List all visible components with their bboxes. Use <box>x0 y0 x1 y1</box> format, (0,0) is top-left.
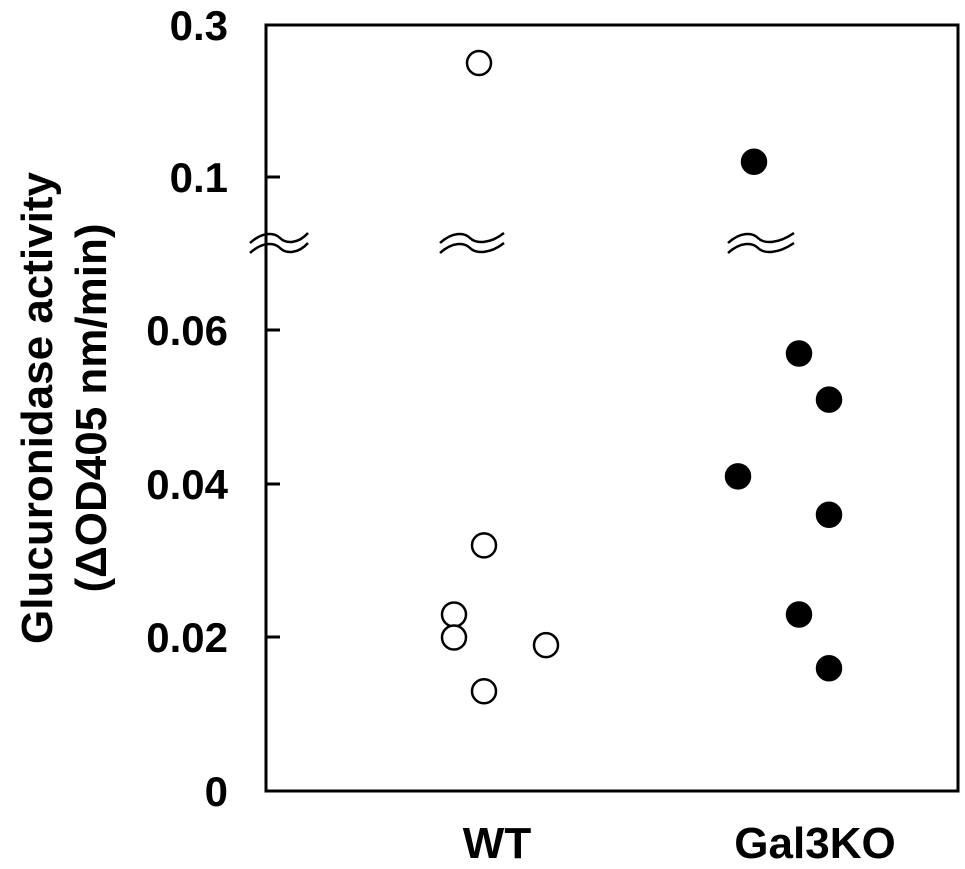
gal3ko-point <box>740 148 768 176</box>
wt-point <box>440 624 468 651</box>
gal3ko-point <box>724 463 752 490</box>
axis-break-mark <box>439 232 505 254</box>
y-tick-label: 0.04 <box>146 461 228 508</box>
x-category-label-wt: WT <box>463 819 532 868</box>
y-tick-label: 0.3 <box>170 2 228 49</box>
gal3ko-point <box>785 340 813 367</box>
y-tick-label: 0 <box>205 768 228 815</box>
y-axis-title-line1: Glucuronidase activity <box>13 172 62 644</box>
gal3ko-point <box>785 601 813 628</box>
y-axis-title-line2: (ΔOD405 nm/min) <box>67 223 116 592</box>
axis-break-mark <box>727 231 795 254</box>
gal3ko-point <box>815 501 843 528</box>
plot-frame <box>264 23 960 793</box>
wt-point <box>470 532 498 559</box>
wt-point <box>465 49 493 77</box>
wt-point <box>532 631 560 659</box>
y-axis-title: Glucuronidase activity (ΔOD405 nm/min) <box>13 172 116 644</box>
x-category-label-gal3ko: Gal3KO <box>734 819 895 868</box>
y-ticks <box>266 23 280 793</box>
data-points <box>440 49 843 705</box>
axis-break-mark <box>249 232 309 254</box>
gal3ko-point <box>815 386 843 413</box>
y-tick-label: 0.06 <box>146 307 228 354</box>
y-tick-labels: 0 0.02 0.04 0.06 0.1 0.3 <box>146 2 228 815</box>
wt-point <box>470 677 498 705</box>
wt-point <box>440 601 468 628</box>
axis-break-marks <box>249 231 795 254</box>
gal3ko-point <box>815 654 843 682</box>
y-tick-label: 0.1 <box>170 154 228 201</box>
y-tick-label: 0.02 <box>146 614 228 661</box>
